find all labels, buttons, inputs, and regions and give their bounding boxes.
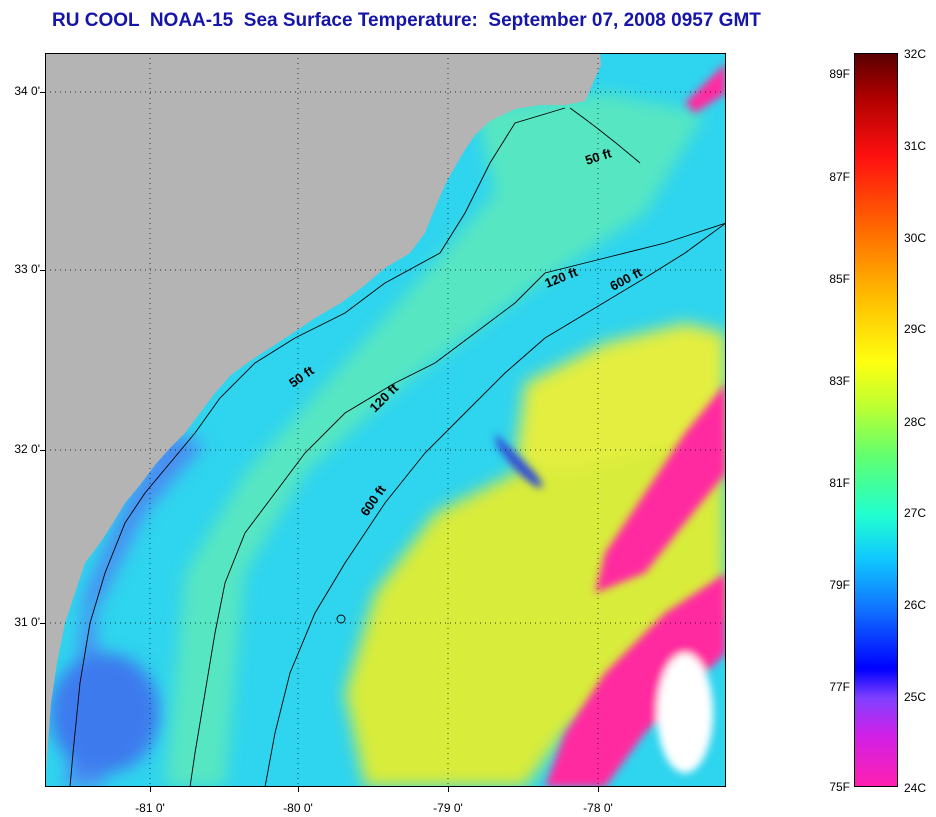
x-tick xyxy=(298,787,299,792)
sst-map[interactable]: 50 ft 120 ft 600 ft 50 ft 120 ft 600 ft xyxy=(45,53,726,787)
lat-label-31: 31 0' xyxy=(14,615,40,629)
contour-50ft xyxy=(69,107,641,787)
map-frame xyxy=(45,53,726,787)
x-tick xyxy=(598,787,599,792)
y-tick xyxy=(40,270,45,271)
colorbar-label-79f: 79F xyxy=(829,578,850,592)
lat-label-33: 33 0' xyxy=(14,262,40,276)
offshore-cloud-patch xyxy=(595,383,726,593)
land-mass xyxy=(45,53,601,787)
colorbar-label-87f: 87F xyxy=(829,170,850,184)
cool-eddy xyxy=(50,653,160,773)
colorbar-label-75f: 75F xyxy=(829,780,850,794)
x-tick xyxy=(150,787,151,792)
contour-120ft xyxy=(189,222,726,787)
colorbar-label-31c: 31C xyxy=(904,139,927,153)
colorbar-label-25c: 25C xyxy=(904,690,927,704)
colorbar-label-81f: 81F xyxy=(829,476,850,490)
colorbar-label-30c: 30C xyxy=(904,231,927,245)
map-title: RU COOL NOAA-15 Sea Surface Temperature:… xyxy=(52,10,761,31)
contour-600ft xyxy=(264,222,726,787)
lon-label-80: -80 0' xyxy=(283,801,313,815)
graticule xyxy=(45,53,726,787)
y-tick xyxy=(40,92,45,93)
colorbar-label-89f: 89F xyxy=(829,67,850,81)
colorbar-label-24c: 24C xyxy=(904,781,927,795)
x-tick xyxy=(448,787,449,792)
lon-label-79: -79 0' xyxy=(433,801,463,815)
colorbar-label-28c: 28C xyxy=(904,415,927,429)
colorbar-label-77f: 77F xyxy=(829,680,850,694)
temperature-colorbar xyxy=(854,53,898,787)
lat-label-32: 32 0' xyxy=(14,442,40,456)
colorbar-label-29c: 29C xyxy=(904,322,927,336)
lat-label-34: 34 0' xyxy=(14,84,40,98)
cloud-patches-southeast xyxy=(545,573,726,787)
coastal-warm-band xyxy=(165,93,705,787)
colorbar-label-26c: 26C xyxy=(904,598,927,612)
y-tick xyxy=(40,623,45,624)
lon-label-78: -78 0' xyxy=(583,801,613,815)
cloud-patch-northeast xyxy=(685,63,726,113)
colorbar-label-27c: 27C xyxy=(904,506,927,520)
lon-label-81: -81 0' xyxy=(135,801,165,815)
contour-small-ring xyxy=(336,614,346,624)
cloud-patch-east xyxy=(657,653,713,773)
cool-filament xyxy=(495,433,543,488)
y-tick xyxy=(40,450,45,451)
gulf-stream-north xyxy=(515,323,726,473)
colorbar-label-83f: 83F xyxy=(829,374,850,388)
colorbar-label-85f: 85F xyxy=(829,272,850,286)
colorbar-label-32c: 32C xyxy=(904,47,927,61)
